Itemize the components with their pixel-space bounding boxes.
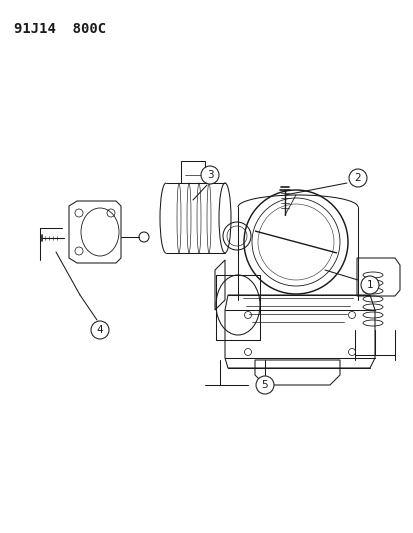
Circle shape [201,166,218,184]
Circle shape [348,169,366,187]
Text: 5: 5 [261,380,268,390]
Circle shape [91,321,109,339]
Text: 4: 4 [97,325,103,335]
Text: 91J14  800C: 91J14 800C [14,22,106,36]
Circle shape [360,276,378,294]
Circle shape [255,376,273,394]
Text: 1: 1 [366,280,373,290]
Text: 2: 2 [354,173,361,183]
Text: 3: 3 [206,170,213,180]
